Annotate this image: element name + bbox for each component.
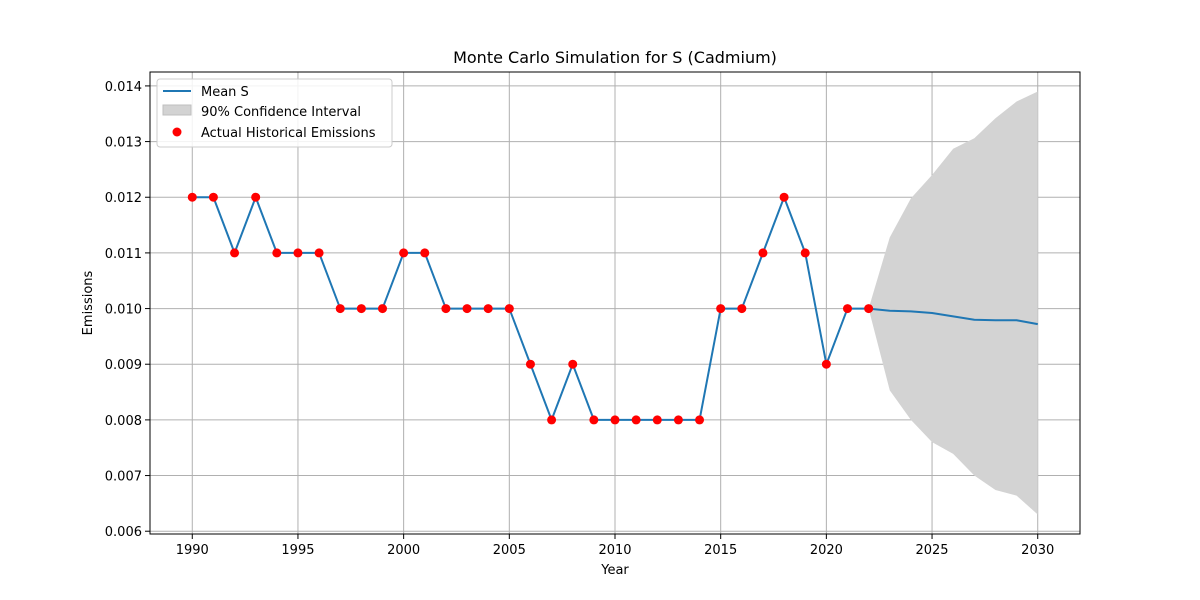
x-tick-label: 1990	[176, 543, 209, 558]
y-tick-label: 0.013	[105, 136, 142, 151]
historical-point	[462, 304, 472, 314]
historical-point	[631, 415, 641, 425]
legend-band-label: 90% Confidence Interval	[201, 105, 361, 120]
historical-point	[843, 304, 852, 314]
chart-title: Monte Carlo Simulation for S (Cadmium)	[453, 48, 777, 67]
y-tick-label: 0.008	[105, 414, 142, 429]
historical-point	[356, 304, 366, 314]
historical-point	[230, 248, 240, 258]
confidence-band	[868, 91, 1038, 515]
historical-point	[737, 304, 747, 314]
y-tick-label: 0.006	[105, 525, 142, 540]
historical-point	[779, 192, 789, 202]
legend-scatter-swatch	[172, 127, 182, 137]
historical-point	[758, 248, 768, 258]
historical-point	[652, 415, 662, 425]
historical-point	[187, 192, 197, 202]
x-tick-label: 2015	[704, 543, 737, 558]
historical-point	[504, 304, 514, 314]
historical-point	[335, 304, 345, 314]
confidence-band-area	[868, 91, 1038, 515]
historical-point	[420, 248, 430, 258]
legend-scatter-label: Actual Historical Emissions	[201, 126, 376, 141]
x-tick-label: 2005	[493, 543, 526, 558]
x-tick-label: 2000	[387, 543, 420, 558]
y-tick-label: 0.011	[105, 247, 142, 262]
historical-point	[314, 248, 324, 258]
y-axis-ticks: 0.006 0.007 0.008 0.009 0.010 0.011 0.012 0.013…	[105, 80, 150, 540]
historical-point	[547, 415, 557, 425]
y-tick-label: 0.007	[105, 470, 142, 485]
y-tick-label: 0.012	[105, 191, 142, 206]
historical-point	[399, 248, 409, 258]
historical-point	[378, 304, 387, 314]
historical-points-group	[187, 192, 874, 425]
x-tick-label: 2020	[810, 543, 843, 558]
x-tick-label: 2030	[1021, 543, 1054, 558]
x-tick-label: 2010	[598, 543, 631, 558]
historical-point	[695, 415, 705, 425]
historical-point	[251, 192, 261, 202]
legend-mean-label: Mean S	[201, 85, 249, 100]
x-tick-label: 2025	[915, 543, 948, 558]
historical-point	[568, 359, 578, 369]
legend: Mean S 90% Confidence Interval Actual Hi…	[156, 78, 393, 148]
historical-point	[864, 304, 874, 314]
historical-point	[610, 415, 620, 425]
y-tick-label: 0.010	[105, 303, 142, 318]
historical-point	[208, 192, 218, 202]
y-axis-title: Emissions	[81, 270, 96, 335]
historical-point	[716, 304, 726, 314]
legend-band-swatch	[162, 104, 192, 116]
historical-point	[525, 359, 535, 369]
historical-point	[821, 359, 831, 369]
historical-point	[272, 248, 282, 258]
x-tick-label: 1995	[281, 543, 314, 558]
y-tick-label: 0.014	[105, 80, 142, 95]
historical-point	[293, 248, 303, 258]
legend-box	[156, 78, 393, 148]
historical-point	[800, 248, 810, 258]
y-tick-label: 0.009	[105, 358, 142, 373]
historical-point	[441, 304, 451, 314]
x-axis-title: Year	[600, 563, 629, 578]
historical-point	[673, 415, 683, 425]
historical-point	[589, 415, 599, 425]
historical-point	[483, 304, 493, 314]
x-axis-ticks: 1990 1995 2000 2005 2010 2015 2020 2025 2030	[176, 534, 1054, 558]
